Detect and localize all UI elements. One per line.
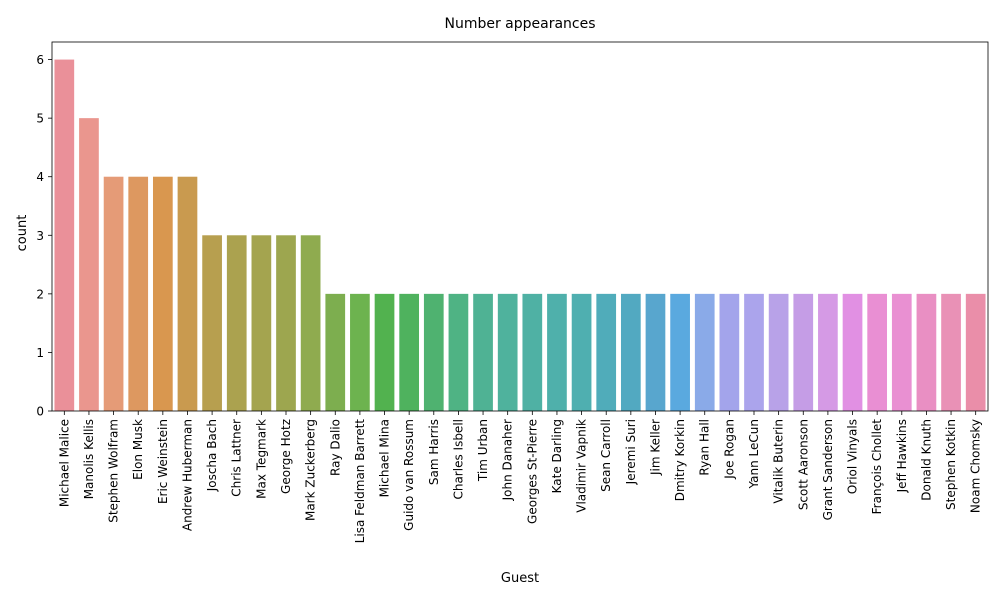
- bar: [818, 293, 838, 411]
- x-tick-label: Michael Malice: [57, 419, 71, 507]
- bar: [54, 59, 75, 411]
- bar: [744, 293, 764, 411]
- x-tick-label: Yann LeCun: [747, 419, 761, 490]
- x-tick-label: Mark Zuckerberg: [304, 419, 318, 521]
- y-tick-label: 2: [36, 287, 44, 301]
- bar: [941, 293, 961, 411]
- x-tick-label: George Hotz: [279, 419, 293, 494]
- x-axis: Michael Malice Manolis Kellis Stephen Wolf…: [57, 411, 983, 544]
- bar: [497, 293, 518, 411]
- x-tick-label: Georges St-Pierre: [525, 419, 539, 524]
- bar: [547, 293, 567, 411]
- bar: [645, 293, 666, 411]
- bar: [276, 235, 296, 411]
- x-tick-label: Vitalik Buterin: [772, 419, 786, 504]
- chart-title: Number appearances: [444, 16, 595, 32]
- x-tick-label: Jeremi Suri: [624, 419, 638, 485]
- x-tick-label: Manolis Kellis: [82, 419, 96, 499]
- y-tick-label: 1: [36, 346, 44, 360]
- bar: [128, 176, 149, 411]
- x-tick-label: Ryan Hall: [698, 419, 712, 476]
- y-tick-label: 0: [36, 405, 44, 419]
- x-tick-label: Lisa Feldman Barrett: [353, 419, 367, 544]
- x-tick-label: Chris Lattner: [230, 419, 244, 497]
- bar: [596, 293, 617, 411]
- bar: [768, 293, 789, 411]
- bar: [251, 235, 272, 411]
- x-tick-label: Elon Musk: [131, 419, 145, 480]
- axes-border: [51, 41, 989, 412]
- x-tick-label: Andrew Huberman: [180, 419, 194, 531]
- x-tick-label: Guido van Rossum: [402, 419, 416, 531]
- bar: [103, 176, 124, 411]
- bar: [867, 293, 888, 411]
- bar: [571, 293, 592, 411]
- bar: [399, 293, 420, 411]
- x-tick-label: Scott Aaronson: [796, 419, 810, 510]
- x-tick-label: Stephen Wolfram: [107, 419, 121, 523]
- x-axis-label: Guest: [501, 571, 539, 586]
- bar: [891, 293, 912, 411]
- x-tick-label: Jeff Hawkins: [895, 419, 909, 493]
- y-tick-label: 4: [36, 170, 44, 184]
- x-tick-label: Kate Darling: [550, 419, 564, 493]
- x-tick-label: Eric Weinstein: [156, 419, 170, 504]
- bar: [522, 293, 543, 411]
- x-tick-label: Joscha Bach: [205, 419, 219, 492]
- bar: [177, 176, 198, 411]
- bars-group: [54, 59, 986, 412]
- x-tick-label: Michael Mina: [378, 419, 392, 497]
- bar: [448, 293, 469, 411]
- bar: [719, 293, 740, 411]
- y-axis: 0 1 2 3 4 5 6: [36, 53, 52, 419]
- bar: [325, 293, 346, 411]
- x-tick-label: Tim Urban: [476, 419, 490, 482]
- y-tick-label: 5: [36, 112, 44, 126]
- bar: [226, 235, 247, 411]
- x-tick-label: Donald Knuth: [919, 419, 933, 501]
- bar: [620, 293, 641, 411]
- x-tick-label: Stephen Kotkin: [944, 419, 958, 510]
- bar: [202, 235, 222, 411]
- y-axis-label: count: [15, 215, 30, 252]
- x-tick-label: Oriol Vinyals: [846, 419, 860, 494]
- x-tick-label: François Chollet: [870, 419, 884, 515]
- bar: [842, 293, 863, 411]
- bar: [473, 293, 493, 411]
- x-tick-label: Noam Chomsky: [969, 419, 983, 513]
- bar: [300, 235, 321, 411]
- x-tick-label: Max Tegmark: [254, 419, 268, 499]
- bar: [694, 293, 715, 411]
- bar: [793, 293, 814, 411]
- axes-frame: [51, 41, 989, 412]
- bar: [965, 293, 986, 411]
- x-tick-label: Jim Keller: [648, 419, 662, 476]
- y-tick-label: 6: [36, 53, 44, 67]
- bar: [79, 118, 99, 412]
- x-tick-label: Sam Harris: [427, 419, 441, 485]
- bar: [152, 176, 173, 411]
- x-tick-label: Vladimir Vapnik: [575, 419, 589, 513]
- bar: [670, 293, 690, 411]
- x-tick-label: Dmitry Korkin: [673, 419, 687, 501]
- x-tick-label: Ray Dalio: [328, 419, 342, 476]
- y-tick-label: 3: [36, 229, 44, 243]
- x-tick-label: Joe Rogan: [722, 419, 736, 480]
- x-tick-label: John Danaher: [501, 419, 515, 501]
- x-tick-label: Charles Isbell: [451, 419, 465, 500]
- bar: [350, 293, 370, 411]
- x-tick-label: Sean Carroll: [599, 419, 613, 492]
- x-tick-label: Grant Sanderson: [821, 419, 835, 520]
- bar: [374, 293, 395, 411]
- bar: [423, 293, 444, 411]
- bar: [916, 293, 937, 411]
